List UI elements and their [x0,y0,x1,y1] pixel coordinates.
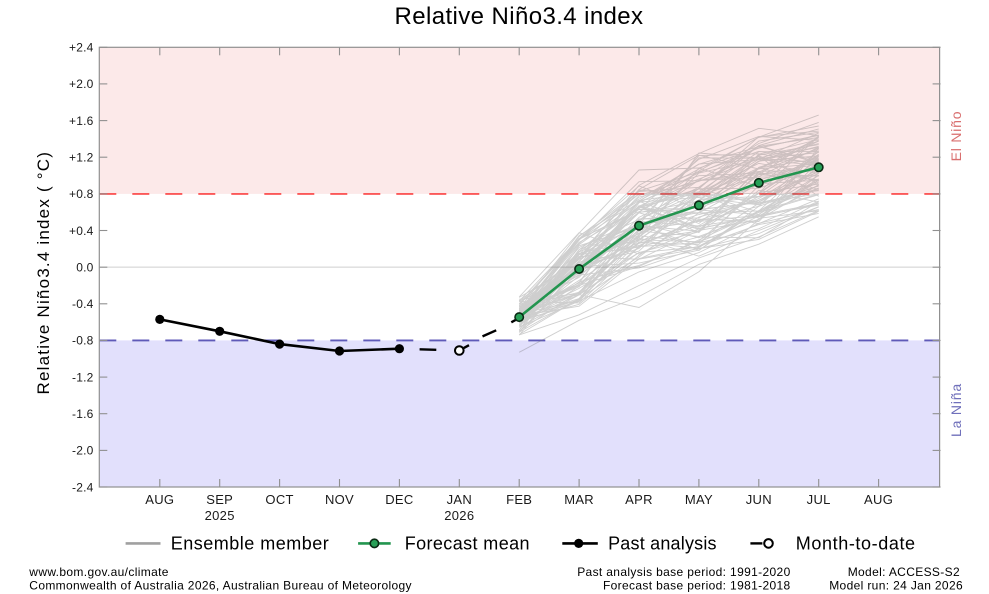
svg-text:JUL: JUL [807,492,831,507]
svg-text:Forecast mean: Forecast mean [405,533,530,553]
svg-text:El Niño: El Niño [948,111,964,162]
svg-text:+2.4: +2.4 [69,41,94,55]
svg-text:MAR: MAR [564,492,594,507]
svg-text:AUG: AUG [864,492,893,507]
svg-text:+1.6: +1.6 [69,114,94,128]
svg-text:-2.0: -2.0 [72,444,94,458]
svg-text:-0.8: -0.8 [72,334,94,348]
svg-text:+1.2: +1.2 [69,151,94,165]
svg-text:Past analysis: Past analysis [608,533,717,553]
svg-text:Past analysis base period: 199: Past analysis base period: 1991-2020 [577,565,790,579]
svg-text:2025: 2025 [205,508,235,523]
svg-text:www.bom.gov.au/climate: www.bom.gov.au/climate [28,565,169,579]
svg-text:La Niña: La Niña [948,383,964,437]
svg-text:Ensemble member: Ensemble member [171,533,330,553]
svg-text:Month-to-date: Month-to-date [796,533,916,553]
svg-text:DEC: DEC [385,492,413,507]
svg-text:APR: APR [625,492,653,507]
svg-text:-0.4: -0.4 [72,297,94,311]
svg-text:Commonwealth of Australia 2026: Commonwealth of Australia 2026, Australi… [29,579,412,593]
svg-text:-1.6: -1.6 [72,407,94,421]
svg-text:-2.4: -2.4 [72,480,94,494]
svg-text:2026: 2026 [444,508,474,523]
svg-text:+0.8: +0.8 [69,187,94,201]
svg-text:Forecast base period: 1981-201: Forecast base period: 1981-2018 [603,579,791,593]
svg-text:+0.4: +0.4 [69,224,94,238]
svg-text:SEP: SEP [206,492,233,507]
svg-text:Model run: 24 Jan 2026: Model run: 24 Jan 2026 [829,579,963,593]
svg-text:-1.2: -1.2 [72,370,94,384]
svg-text:OCT: OCT [265,492,293,507]
svg-text:NOV: NOV [325,492,354,507]
svg-text:Model: ACCESS-S2: Model: ACCESS-S2 [848,565,960,579]
svg-text:Relative Niño3.4 index: Relative Niño3.4 index [395,3,644,30]
svg-text:0.0: 0.0 [76,261,93,275]
svg-text:FEB: FEB [506,492,532,507]
svg-text:+2.0: +2.0 [69,77,94,91]
svg-text:MAY: MAY [685,492,713,507]
svg-text:JUN: JUN [746,492,772,507]
svg-text:AUG: AUG [145,492,174,507]
svg-text:JAN: JAN [447,492,472,507]
svg-text:Relative Niño3.4 index ( °C): Relative Niño3.4 index ( °C) [34,151,53,395]
